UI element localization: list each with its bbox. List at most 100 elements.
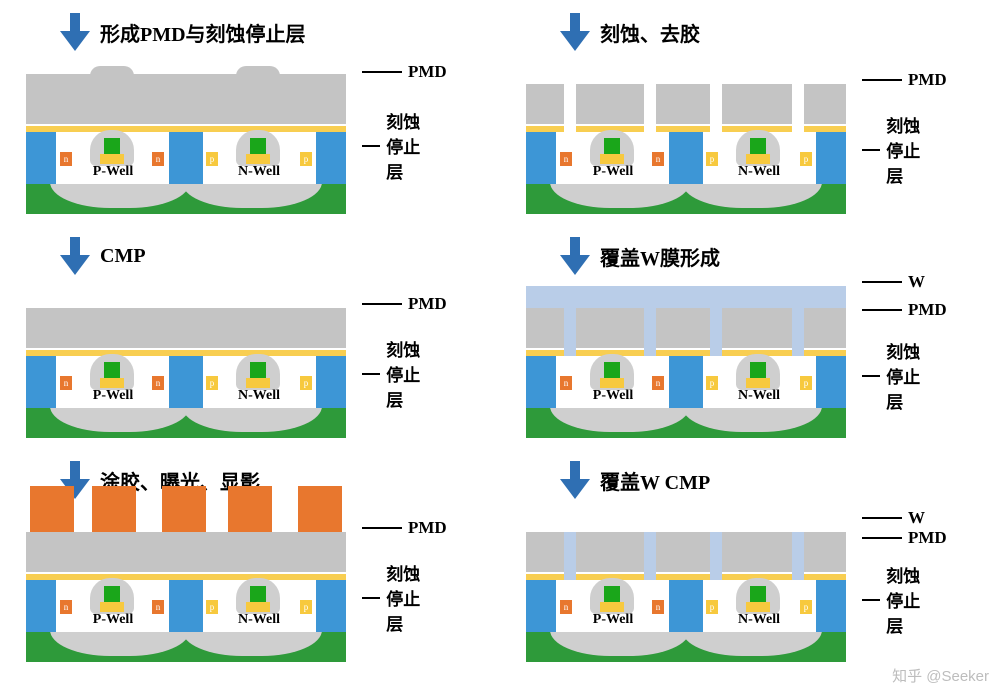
pwell-label: P-Well: [78, 388, 148, 404]
etch-stop-layer: [26, 126, 346, 132]
sti-right: [816, 356, 846, 408]
gate-right: [236, 126, 280, 166]
dopant-n: n: [60, 600, 72, 614]
dopant-n: n: [652, 152, 664, 166]
dopant-p: p: [206, 152, 218, 166]
cross-section: nnpp P-WellN-Well WPMD刻蚀停止层: [526, 502, 846, 662]
pwell-label: P-Well: [78, 612, 148, 628]
process-step-3: CMP nnpp P-WellN-Well PMD刻蚀停止层: [10, 234, 510, 458]
gate-left: [590, 350, 634, 390]
gate-right: [736, 126, 780, 166]
sti-mid: [169, 580, 203, 632]
gate-left: [90, 126, 134, 166]
nwell-label: N-Well: [724, 612, 794, 628]
sti-right: [316, 580, 346, 632]
cross-section: nnpp P-WellN-Well PMD刻蚀停止层: [26, 278, 346, 438]
sti-right: [816, 580, 846, 632]
callout-pmd: PMD: [362, 518, 447, 538]
callout-etchstop: 刻蚀停止层: [862, 112, 925, 187]
dopant-p: p: [706, 600, 718, 614]
callout-etchstop: 刻蚀停止层: [362, 560, 425, 635]
process-step-6: 覆盖W CMP nnpp P-WellN-Well WPMD刻蚀停止层: [510, 458, 1003, 682]
dopant-n: n: [560, 600, 572, 614]
pwell-label: P-Well: [78, 164, 148, 180]
gate-left: [90, 574, 134, 614]
photoresist-block: [30, 486, 74, 532]
cross-section: nnpp P-WellN-Well WPMD刻蚀停止层: [526, 278, 846, 438]
dopant-p: p: [300, 600, 312, 614]
tungsten-plug: [644, 532, 656, 580]
sti-right: [316, 356, 346, 408]
sti-left: [26, 356, 56, 408]
dopant-p: p: [800, 152, 812, 166]
gate-left: [590, 126, 634, 166]
sti-mid: [169, 132, 203, 184]
sti-left: [26, 132, 56, 184]
tungsten-plug: [644, 308, 656, 356]
pmd-layer: [26, 308, 346, 348]
dopant-p: p: [300, 376, 312, 390]
dopant-n: n: [60, 152, 72, 166]
step-title: 刻蚀、去胶: [600, 18, 700, 47]
callout-pmd: PMD: [862, 70, 947, 90]
callout-etchstop: 刻蚀停止层: [362, 336, 425, 411]
sti-left: [526, 580, 556, 632]
process-step-2: 刻蚀、去胶 nnpp P-WellN-Well PMD刻蚀停止层: [510, 10, 1003, 234]
photoresist-block: [228, 486, 272, 532]
dopant-n: n: [152, 600, 164, 614]
sti-left: [526, 132, 556, 184]
pwell-label: P-Well: [578, 612, 648, 628]
process-step-4: 覆盖W膜形成 nnpp P-WellN-Well WPMD刻蚀停止层: [510, 234, 1003, 458]
dopant-n: n: [152, 376, 164, 390]
via-hole: [710, 84, 722, 132]
dopant-p: p: [300, 152, 312, 166]
dopant-n: n: [152, 152, 164, 166]
dopant-n: n: [652, 376, 664, 390]
down-arrow-icon: [560, 461, 590, 499]
gate-left: [590, 574, 634, 614]
down-arrow-icon: [60, 13, 90, 51]
pwell-label: P-Well: [578, 164, 648, 180]
process-step-1: 形成PMD与刻蚀停止层 nnpp P-WellN-Well PMD刻蚀停止层: [10, 10, 510, 234]
nwell-label: N-Well: [224, 388, 294, 404]
via-hole: [644, 84, 656, 132]
tungsten-plug: [710, 532, 722, 580]
tungsten-plug: [792, 532, 804, 580]
process-step-5: 涂胶、曝光、显影 nnpp P-WellN-Well PMD刻蚀停止层: [10, 458, 510, 682]
gate-left: [90, 350, 134, 390]
via-hole: [564, 84, 576, 132]
watermark: 知乎 @Seeker: [892, 665, 989, 686]
nwell-label: N-Well: [724, 388, 794, 404]
photoresist-block: [298, 486, 342, 532]
down-arrow-icon: [560, 237, 590, 275]
dopant-n: n: [560, 152, 572, 166]
cross-section: nnpp P-WellN-Well PMD刻蚀停止层: [526, 54, 846, 214]
down-arrow-icon: [560, 13, 590, 51]
dopant-n: n: [560, 376, 572, 390]
callout-etchstop: 刻蚀停止层: [862, 562, 925, 637]
sti-mid: [169, 356, 203, 408]
callout-pmd: PMD: [362, 62, 447, 82]
down-arrow-icon: [60, 237, 90, 275]
sti-mid: [669, 132, 703, 184]
callout-etchstop: 刻蚀停止层: [862, 338, 925, 413]
sti-right: [816, 132, 846, 184]
dopant-n: n: [652, 600, 664, 614]
sti-mid: [669, 580, 703, 632]
tungsten-plug: [710, 308, 722, 356]
callout-pmd: PMD: [862, 300, 947, 320]
callout-etchstop: 刻蚀停止层: [362, 108, 425, 183]
dopant-p: p: [706, 376, 718, 390]
nwell-label: N-Well: [224, 612, 294, 628]
nwell-label: N-Well: [224, 164, 294, 180]
callout-pmd: PMD: [862, 528, 947, 548]
step-title: CMP: [100, 245, 146, 268]
via-hole: [792, 84, 804, 132]
photoresist-block: [92, 486, 136, 532]
tungsten-film: [526, 286, 846, 308]
tungsten-plug: [564, 532, 576, 580]
callout-pmd: PMD: [362, 294, 447, 314]
tungsten-plug: [792, 308, 804, 356]
step-title: 覆盖W膜形成: [600, 242, 720, 271]
gate-right: [236, 574, 280, 614]
